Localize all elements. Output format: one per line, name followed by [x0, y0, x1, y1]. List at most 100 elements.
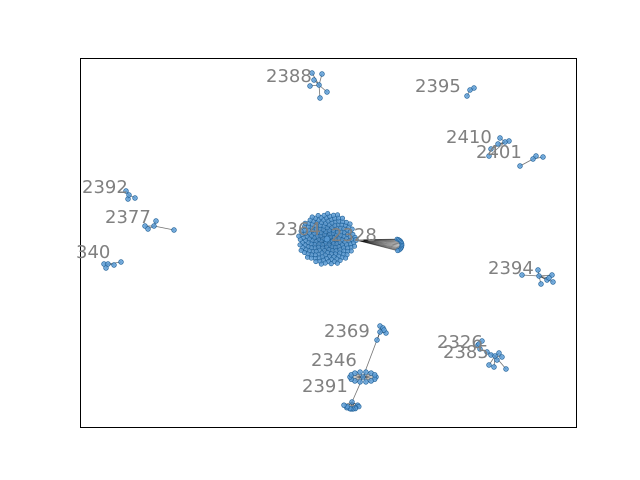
graph-node [530, 156, 536, 162]
graph-node [171, 227, 177, 233]
graph-node [318, 261, 324, 267]
graph-node [519, 272, 525, 278]
node-label-hub-2388: 2388 [266, 66, 312, 87]
node-label-hub-2395: 2395 [415, 76, 461, 97]
graph-node [535, 267, 541, 273]
graph-node [499, 354, 505, 360]
graph-node [372, 372, 378, 378]
graph-node [309, 214, 315, 220]
graph-node [325, 211, 331, 217]
graph-node [324, 89, 330, 95]
graph-node [341, 402, 347, 408]
graph-node [536, 273, 542, 279]
graph-node [348, 248, 354, 254]
graph-node [492, 353, 498, 359]
graph-node [357, 379, 363, 385]
graph-node [347, 221, 353, 227]
graph-edge [153, 225, 175, 231]
graph-node [317, 95, 323, 101]
graph-node [298, 228, 304, 234]
node-label-hub-2328: 2328 [331, 225, 377, 246]
node-label-hub-2326: 2326 [437, 332, 483, 353]
graph-node [296, 233, 302, 239]
node-label-hub-2346: 2346 [311, 350, 357, 371]
graph-edge [355, 239, 398, 252]
graph-node [335, 212, 341, 218]
graph-node [495, 141, 501, 147]
graph-node [546, 275, 552, 281]
graph-node [153, 218, 159, 224]
graph-node [368, 378, 374, 384]
graph-node [304, 254, 310, 260]
node-label-hub-2392: 2392 [82, 177, 128, 198]
graph-node [132, 195, 138, 201]
graph-node [464, 93, 470, 99]
graph-node [377, 329, 383, 335]
node-label-hub-2340: 340 [76, 242, 110, 263]
plot-frame [80, 58, 577, 428]
graph-node [363, 379, 369, 385]
graph-node [497, 135, 503, 141]
graph-node [111, 262, 117, 268]
graph-node [316, 82, 322, 88]
node-label-hub-2401: 2401 [476, 142, 522, 163]
graph-node [330, 212, 336, 218]
graph-node [151, 223, 157, 229]
graph-node [360, 374, 366, 380]
graph-node [502, 139, 508, 145]
graph-node [311, 77, 317, 83]
graph-node [486, 362, 492, 368]
graph-node [363, 369, 369, 375]
graph-node [467, 87, 473, 93]
graph-node [105, 261, 111, 267]
graph-node [315, 213, 321, 219]
graph-node [540, 154, 546, 160]
graph-node [309, 70, 315, 76]
graph-node [302, 220, 308, 226]
node-label-hub-2364: 2364 [275, 219, 321, 240]
node-layer [101, 70, 556, 412]
node-label-hub-2410: 2410 [446, 127, 492, 148]
node-label-hub-2394: 2394 [488, 258, 534, 279]
graph-node [349, 399, 355, 405]
graph-node [357, 369, 363, 375]
graph-node [126, 192, 132, 198]
graph-node [496, 350, 502, 356]
graph-node [313, 259, 319, 265]
graph-node [484, 349, 490, 355]
graph-node [298, 247, 304, 253]
graph-node [319, 71, 325, 77]
graph-node [517, 163, 523, 169]
graph-node [145, 226, 151, 232]
graph-node [352, 243, 358, 249]
node-label-hub-2377: 2377 [105, 207, 151, 228]
graph-node [297, 242, 303, 248]
graph-node [503, 366, 509, 372]
graph-edge [521, 274, 540, 277]
graph-node [486, 153, 492, 159]
graph-node [374, 337, 380, 343]
node-label-hub-2391: 2391 [302, 376, 348, 397]
node-label-hub-2385: 2385 [443, 342, 489, 363]
graph-node [349, 226, 355, 232]
graph-node [476, 341, 482, 347]
graph-node [307, 83, 313, 89]
graph-node [123, 188, 129, 194]
graph-node [328, 261, 334, 267]
graph-node [323, 235, 331, 243]
graph-node [538, 281, 544, 287]
graph-edge [488, 141, 506, 157]
graph-node [550, 279, 556, 285]
graph-node [352, 370, 358, 376]
graph-node [491, 364, 497, 370]
graph-node [118, 259, 124, 265]
graph-node [488, 146, 494, 152]
graph-node [334, 260, 340, 266]
node-label-hub-2369: 2369 [324, 321, 370, 342]
graph-node [340, 215, 346, 221]
graph-node [353, 237, 359, 243]
graph-node [395, 248, 401, 254]
graph-node [343, 255, 349, 261]
